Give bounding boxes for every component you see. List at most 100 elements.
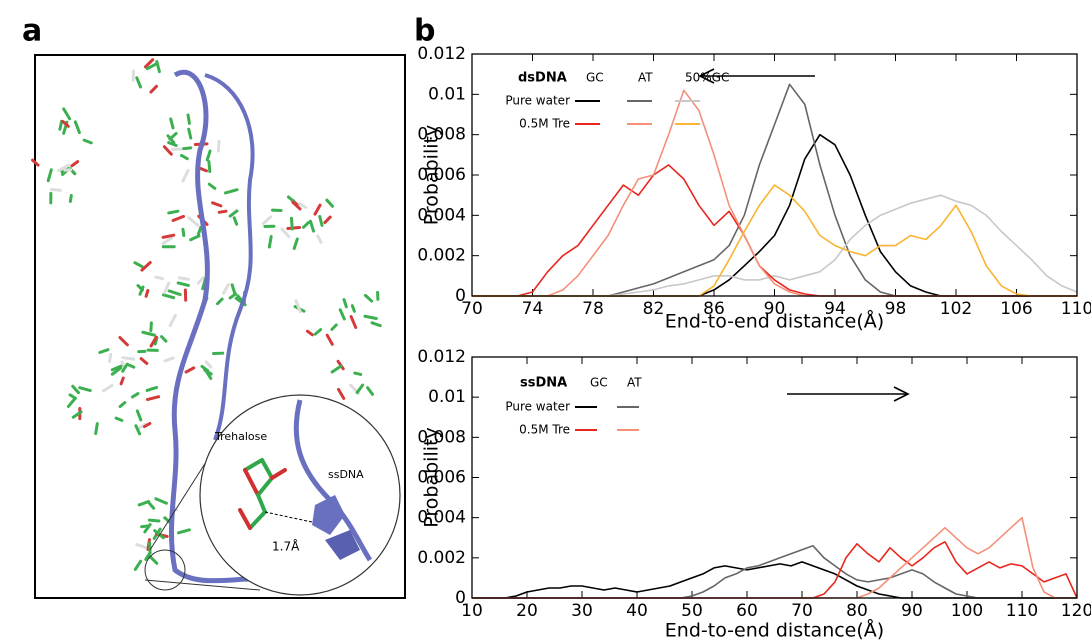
trehalose-bond [147,501,156,510]
trehalose-bond [177,276,191,281]
x-tick-label: 80 [846,601,868,621]
trehalose-molecule [238,458,287,530]
legend-column: 50%GC [685,71,729,85]
trehalose-bond [163,356,175,363]
trehalose-bond [98,348,110,355]
trehalose-bond [289,216,294,231]
trehalose-bond [168,313,177,328]
trehalose-bond [154,275,165,281]
trehalose-bond [119,376,125,386]
trehalose-bond [121,356,136,361]
trehalose-bond [49,187,62,192]
legend-column: GC [590,376,608,390]
x-tick-label: 102 [940,299,972,319]
trehalose-bond [184,366,196,374]
trehalose-bond [114,416,124,422]
trehalose-bond [133,261,144,269]
trehalose-bond [145,62,159,71]
trehalose-bond [207,160,212,174]
trehalose-bond [181,169,190,183]
trehalose-bond [232,216,239,226]
trehalose-bond [61,119,70,128]
trehalose-bond [136,422,147,431]
trehalose-bond [167,209,180,215]
trehalose-bond [94,422,99,436]
trehalose-bond [217,209,228,214]
x-tick-label: 90 [901,601,923,621]
trehalose-bond [338,308,346,321]
inset-label: ssDNA [328,468,364,481]
trehalose-bond [355,383,365,395]
trehalose-bond [71,410,83,419]
hydrogen-bond [264,511,313,523]
trehalose-bond [108,352,113,363]
series-line [472,516,1077,599]
x-tick-label: 110 [1006,601,1038,621]
trehalose-bond [182,146,193,151]
legend-row: Pure water [505,94,570,108]
trehalose-bond [70,160,80,168]
trehalose-bond [147,518,161,523]
trehalose-bond [138,285,145,296]
trehalose-bond [162,145,173,156]
trehalose-bond [161,293,176,300]
zoom-line [144,579,261,591]
trehalose-bond [330,364,343,374]
y-tick-label: 0.004 [417,205,466,225]
trehalose-bond [73,120,81,135]
trehalose-bond [313,328,323,336]
trehalose-bond [221,283,230,295]
trehalose-bond [137,500,151,507]
trehalose-bond [370,321,382,328]
inset-label: Trehalose [214,430,267,443]
trehalose-bond [46,168,53,183]
x-tick-label: 120 [1061,601,1091,621]
x-tick-label: 74 [522,299,544,319]
trehalose-bond [325,333,334,346]
trehalose-bond [179,153,189,161]
trehalose-bond [57,163,71,173]
trehalose-bond [207,182,217,190]
trehalose-bond [167,289,182,297]
trehalose-bond [350,304,356,313]
trehalose-bond [149,84,158,94]
x-axis-label: End-to-end distance(Å) [665,619,884,642]
trehalose-bond [161,236,174,246]
trehalose-bond [196,225,203,236]
trehalose-bond [302,221,310,229]
trehalose-bond [189,234,201,242]
trehalose-bond [211,201,223,208]
trehalose-bond [167,141,178,147]
trehalose-bond [143,58,155,69]
legend-column: GC [586,71,604,85]
legend-column: AT [638,71,653,85]
trehalose-cluster [31,58,389,571]
trehalose-bond [363,293,374,303]
trehalose-bond [145,385,159,392]
trehalose-bond [325,198,335,208]
x-tick-label: 90 [764,299,786,319]
panel-label: a [22,14,42,49]
trehalose-bond [166,134,176,145]
trehalose-bond [133,559,143,571]
trehalose-bond [177,528,191,535]
trehalose-bond [323,215,332,225]
x-tick-label: 50 [681,601,703,621]
trehalose-bond [58,119,64,131]
x-tick-label: 60 [736,601,758,621]
trehalose-bond [68,193,73,203]
trehalose-bond [176,281,190,287]
y-tick-label: 0.006 [417,165,466,185]
x-tick-label: 20 [516,601,538,621]
trehalose-bond [144,289,150,298]
y-tick-label: 0.006 [417,468,466,488]
trehalose-bond [215,297,224,306]
x-tick-label: 100 [951,601,983,621]
trehalose-bond [305,329,314,337]
trehalose-bond [62,107,72,121]
trehalose-bond [118,401,127,409]
trehalose-bond [267,235,273,249]
trehalose-bond [171,214,186,222]
trehalose-bond [186,113,191,125]
trehalose-bond [196,276,205,285]
